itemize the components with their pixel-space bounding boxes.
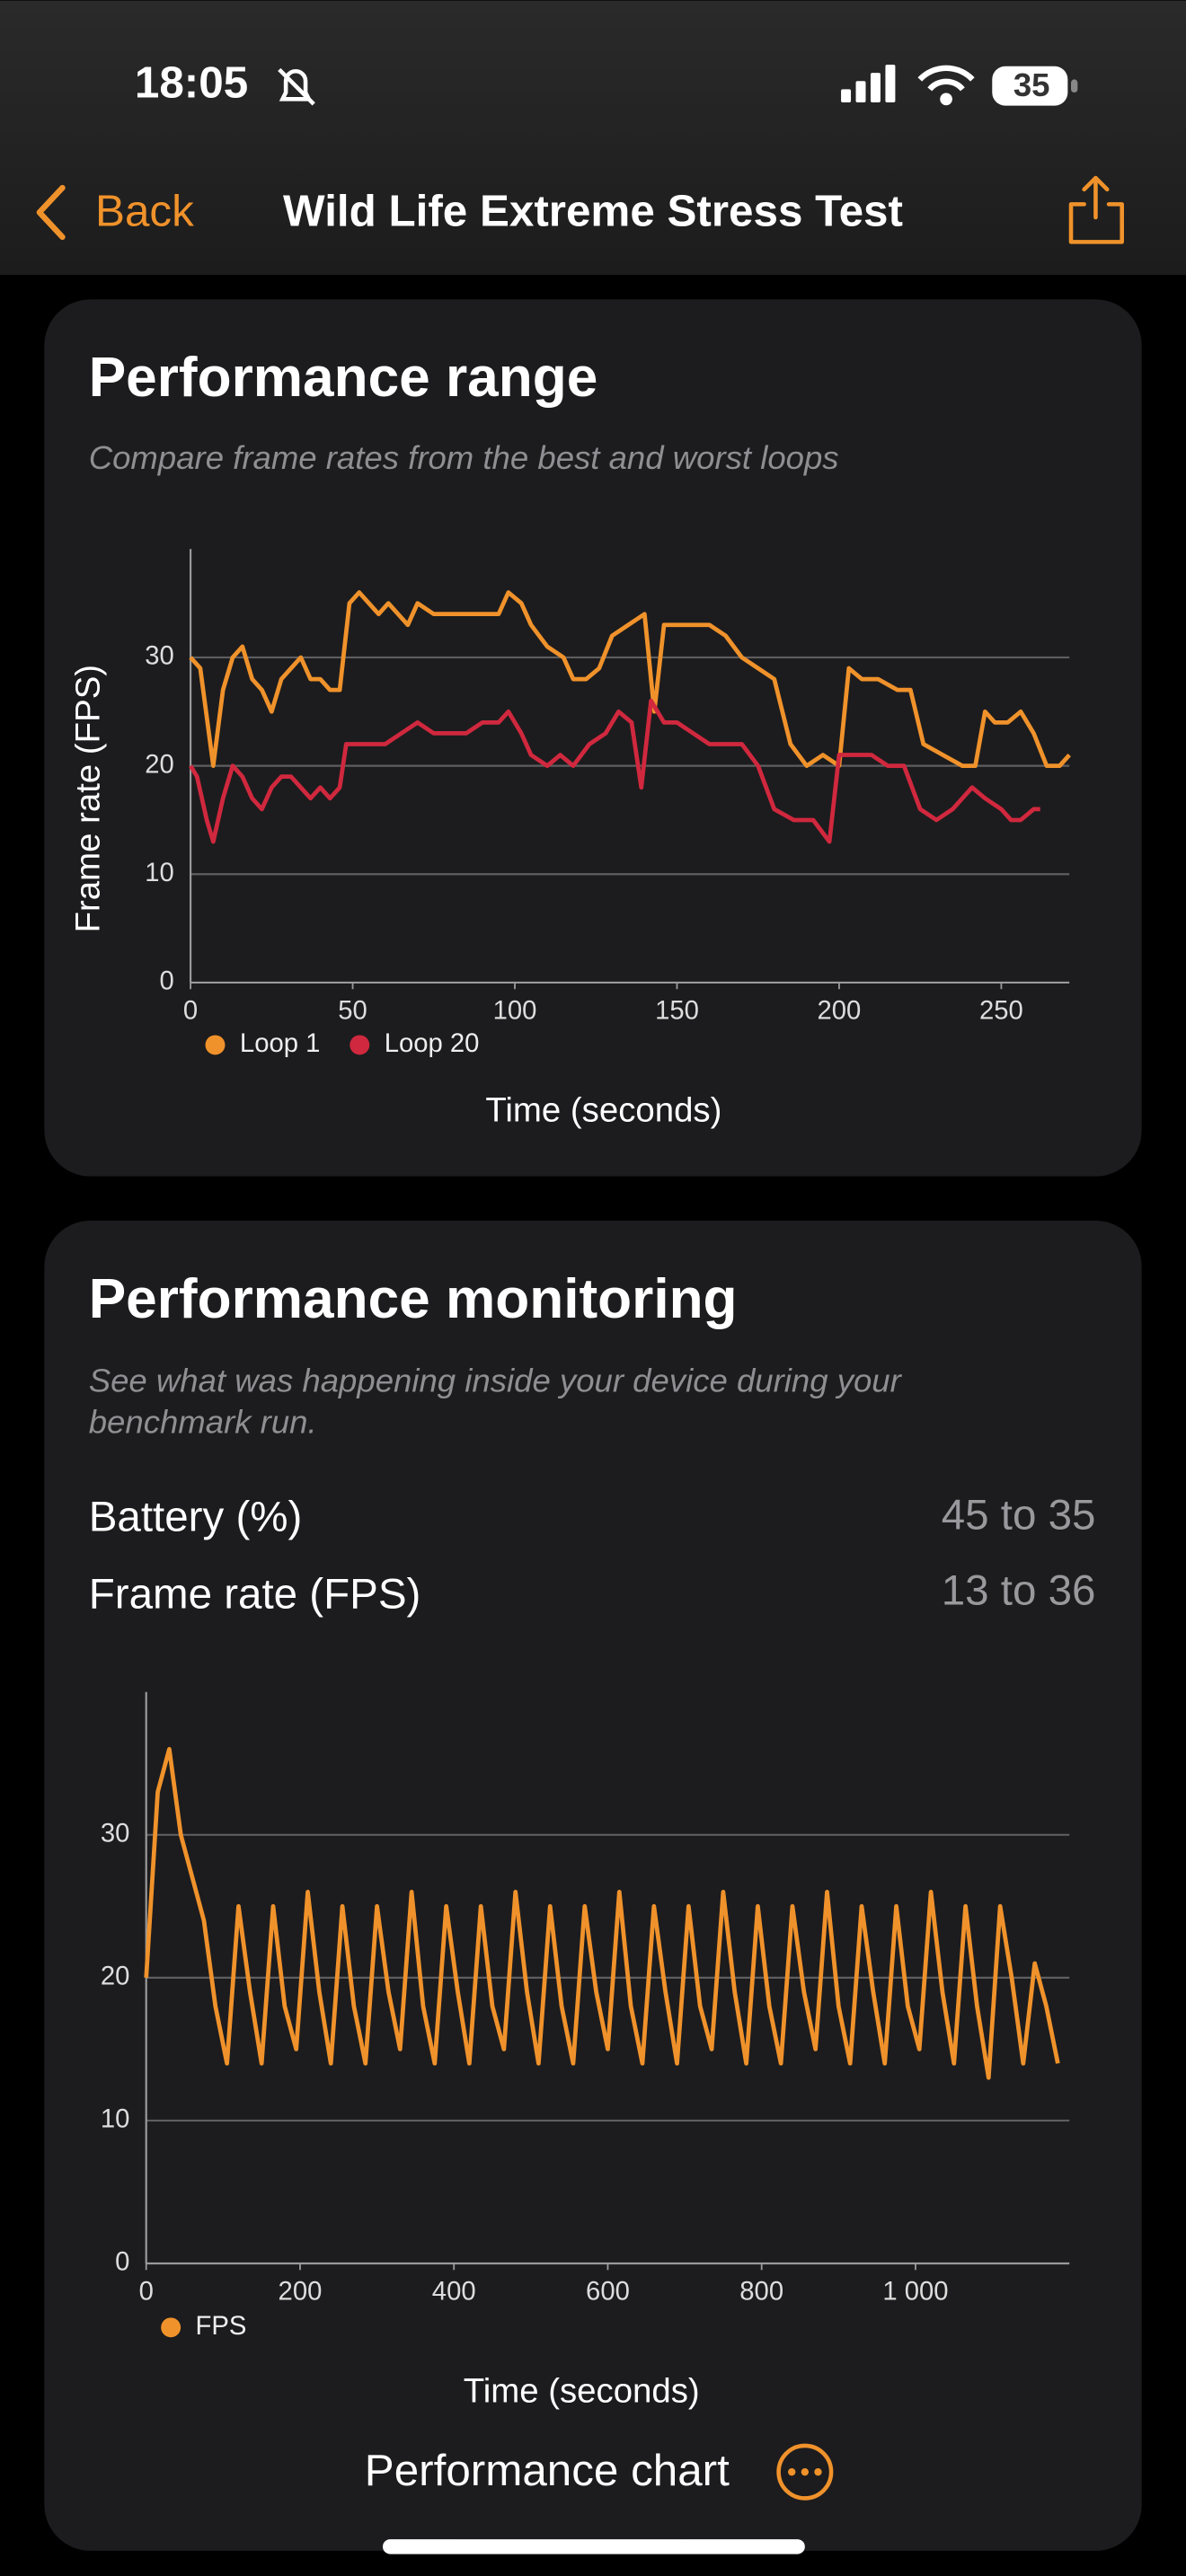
card-title: Performance range [89, 347, 598, 409]
stat-label: Battery (%) [89, 1493, 303, 1540]
card-subtitle: benchmark run. [89, 1403, 317, 1440]
legend-swatch [350, 1035, 370, 1055]
home-indicator [382, 2539, 805, 2554]
x-axis-label: Time (seconds) [485, 1091, 721, 1130]
x-tick-label: 800 [739, 2278, 783, 2307]
y-tick-label: 0 [115, 2248, 129, 2277]
mute-icon [278, 67, 315, 106]
legend-label: FPS [196, 2312, 247, 2341]
x-tick-label: 200 [279, 2278, 323, 2307]
stat-label: Frame rate (FPS) [89, 1570, 421, 1618]
y-tick-label: 20 [145, 750, 174, 779]
card [44, 299, 1142, 1177]
x-tick-label: 1 000 [882, 2278, 948, 2307]
x-tick-label: 0 [139, 2278, 154, 2307]
line [144, 1746, 1060, 2080]
battery-cap [1071, 79, 1078, 93]
battery-icon [992, 66, 1068, 106]
x-tick-label: 50 [338, 997, 367, 1026]
x-tick-label: 100 [493, 997, 537, 1026]
card-title: Performance monitoring [89, 1268, 738, 1330]
stat-value: 13 to 36 [942, 1567, 1096, 1615]
header-bg [0, 0, 1186, 275]
x-tick-label: 400 [432, 2278, 476, 2307]
x-axis-label: Time (seconds) [464, 2372, 700, 2411]
y-tick-label: 10 [101, 2105, 130, 2134]
y-axis-label: Frame rate (FPS) [69, 665, 108, 933]
stat-value: 45 to 35 [942, 1492, 1096, 1539]
card-subtitle: See what was happening inside your devic… [89, 1363, 903, 1399]
more-icon[interactable] [776, 2443, 834, 2501]
nav-title: Wild Life Extreme Stress Test [283, 186, 903, 235]
x-tick-label: 150 [655, 997, 699, 1026]
y-tick-label: 30 [145, 642, 174, 671]
status-time: 18:05 [135, 58, 248, 108]
card-subtitle: Compare frame rates from the best and wo… [89, 439, 839, 476]
battery-level: 35 [1013, 66, 1050, 103]
line [189, 590, 1071, 768]
x-tick-label: 0 [183, 997, 198, 1026]
line [189, 698, 1040, 844]
y-tick-label: 20 [101, 1963, 130, 1991]
x-tick-label: 600 [586, 2278, 630, 2307]
back-button[interactable]: Back [95, 186, 194, 235]
legend-swatch [205, 1035, 226, 1055]
legend-swatch [161, 2317, 181, 2338]
x-tick-label: 250 [979, 997, 1023, 1026]
y-tick-label: 10 [145, 859, 174, 887]
signal-icon [841, 64, 896, 102]
legend-label: Loop 20 [385, 1029, 480, 1058]
back-chevron[interactable] [36, 184, 66, 241]
chart-button[interactable]: Performance chart [365, 2446, 730, 2495]
y-tick-label: 30 [101, 1820, 130, 1848]
card [44, 1221, 1142, 2551]
legend-label: Loop 1 [240, 1029, 320, 1058]
x-tick-label: 200 [818, 997, 862, 1026]
y-tick-label: 0 [160, 967, 174, 996]
share-button[interactable] [1068, 175, 1124, 244]
wifi-icon [917, 65, 975, 106]
